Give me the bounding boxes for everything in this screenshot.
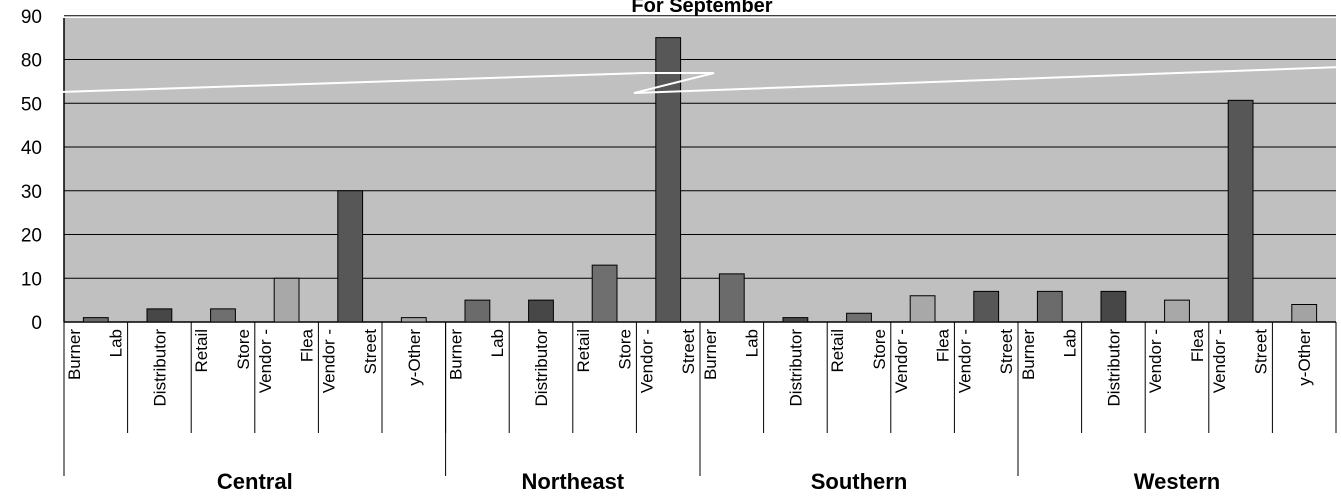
category-label: Vendor - (955, 329, 974, 393)
category-label: Flea (297, 328, 316, 362)
category-label: Lab (107, 329, 126, 357)
y-tick-label: 0 (31, 313, 42, 334)
group-label: Northeast (521, 469, 624, 494)
y-tick-label: 80 (21, 51, 42, 72)
category-label: Retail (192, 329, 211, 372)
group-label: Southern (811, 469, 908, 494)
bar (1291, 304, 1318, 323)
category-label: Distributor (532, 329, 551, 407)
category-label: Street (997, 329, 1016, 375)
bar (973, 290, 1000, 323)
category-label: Flea (1188, 328, 1207, 362)
category-label: Distributor (786, 329, 805, 407)
category-label: Burner (1019, 329, 1038, 380)
bar (273, 277, 300, 323)
category-label: Burner (65, 329, 84, 380)
category-label: Street (361, 329, 380, 375)
y-tick-label: 30 (21, 182, 42, 203)
category-label: Distributor (1104, 329, 1123, 407)
category-label: Store (870, 329, 889, 370)
y-tick-label: 10 (21, 269, 42, 290)
y-tick-label: 20 (21, 226, 42, 247)
category-label: y-Other (405, 329, 424, 386)
bar (782, 317, 809, 323)
group-label: Western (1134, 469, 1220, 494)
bar (1227, 99, 1254, 323)
bar (1164, 299, 1190, 323)
group-label: Central (217, 469, 293, 494)
category-label: Lab (488, 329, 507, 357)
category-label: Distributor (150, 329, 169, 407)
bar (337, 190, 364, 323)
category-label: Vendor - (637, 329, 656, 393)
bar (82, 317, 109, 323)
category-label: Street (679, 329, 698, 375)
category-label: Vendor - (1146, 329, 1165, 393)
scale-break-line (59, 66, 1341, 94)
category-label: y-Other (1295, 329, 1314, 386)
category-label: Vendor - (892, 329, 911, 393)
category-label: Vendor - (1210, 329, 1229, 393)
category-label: Store (234, 329, 253, 370)
category-label: Street (1251, 329, 1270, 375)
bar (718, 273, 745, 323)
category-label: Store (615, 329, 634, 370)
bar (400, 317, 427, 323)
bar (528, 299, 554, 323)
bar (846, 312, 872, 323)
bar (146, 308, 173, 323)
bar (1036, 290, 1063, 323)
bar (1100, 290, 1127, 323)
plot-area (64, 18, 1336, 322)
category-label: Lab (1061, 329, 1080, 357)
category-label: Burner (447, 329, 466, 380)
y-tick-label: 50 (21, 94, 42, 115)
bar (909, 295, 936, 323)
bar (591, 264, 618, 323)
category-label: Flea (933, 328, 952, 362)
category-label: Vendor - (319, 329, 338, 393)
category-label: Retail (574, 329, 593, 372)
category-label: Burner (701, 329, 720, 380)
y-tick-label: 90 (21, 7, 42, 28)
category-label: Retail (828, 329, 847, 372)
bar (655, 37, 682, 323)
category-label: Vendor - (256, 329, 275, 393)
category-label: Lab (743, 329, 762, 357)
bar (210, 308, 236, 323)
chart-title: For September (631, 0, 772, 17)
y-tick-label: 40 (21, 138, 42, 159)
bar (464, 299, 491, 323)
